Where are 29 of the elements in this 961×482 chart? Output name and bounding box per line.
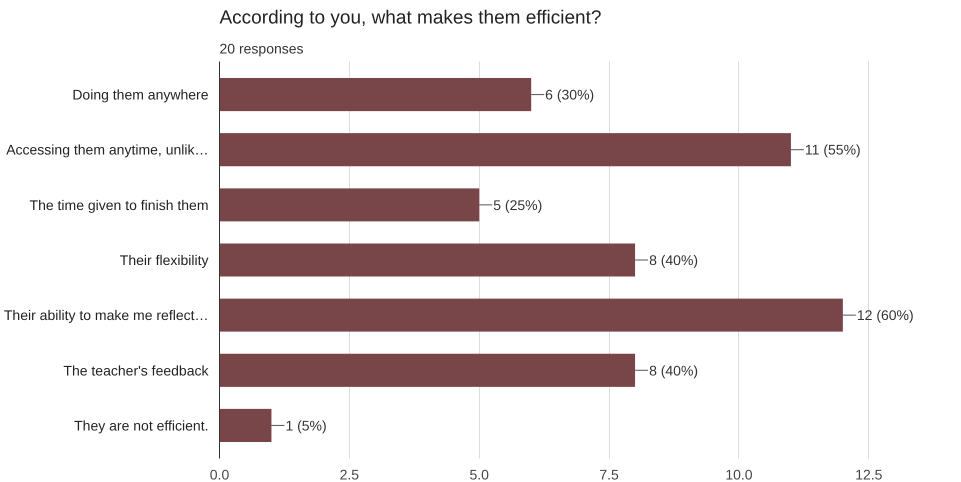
chart-title: According to you, what makes them efficient? bbox=[220, 8, 602, 28]
bar bbox=[220, 243, 636, 277]
x-tick-label: 5.0 bbox=[470, 466, 490, 482]
x-tick-label: 2.5 bbox=[340, 466, 360, 482]
chart-subtitle: 20 responses bbox=[220, 40, 304, 56]
data-label: 6 (30%) bbox=[545, 86, 594, 103]
bar bbox=[220, 133, 791, 166]
data-label: 8 (40%) bbox=[649, 362, 698, 378]
y-tick-label: The teacher's feedback bbox=[63, 362, 210, 378]
x-tick-label: 10.0 bbox=[725, 466, 753, 482]
data-label: 12 (60%) bbox=[856, 307, 914, 324]
y-tick-label: Their ability to make me reflect… bbox=[4, 307, 209, 324]
y-tick-label: Doing them anywhere bbox=[72, 86, 209, 103]
data-label: 11 (55%) bbox=[804, 142, 861, 158]
data-label: 5 (25%) bbox=[493, 196, 542, 213]
x-tick-label: 0.0 bbox=[210, 466, 230, 482]
y-tick-label: Their flexibility bbox=[120, 252, 209, 268]
bar bbox=[220, 78, 532, 112]
bar bbox=[220, 408, 272, 442]
bar bbox=[220, 298, 843, 332]
data-label: 1 (5%) bbox=[285, 417, 327, 434]
x-tick-label: 7.5 bbox=[599, 466, 620, 482]
bar bbox=[220, 354, 636, 387]
y-tick-label: They are not efficient. bbox=[74, 417, 208, 434]
bar bbox=[220, 188, 480, 222]
x-tick-label: 12.5 bbox=[855, 466, 883, 482]
y-tick-label: The time given to finish them bbox=[30, 196, 209, 213]
y-tick-label: Accessing them anytime, unlik… bbox=[6, 142, 209, 158]
data-label: 8 (40%) bbox=[649, 252, 698, 268]
